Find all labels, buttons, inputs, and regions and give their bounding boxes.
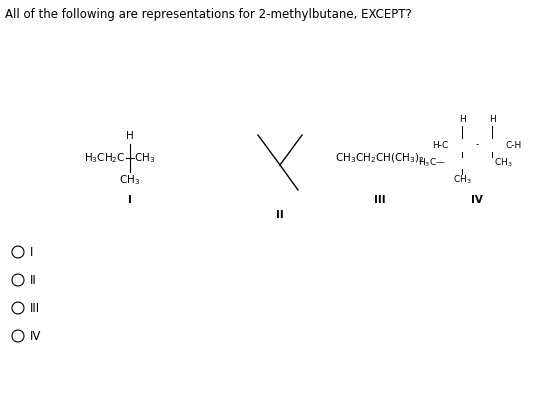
Text: IV: IV — [30, 329, 41, 343]
Text: I: I — [30, 246, 34, 259]
Text: $\mathregular{CH_3}$: $\mathregular{CH_3}$ — [494, 157, 513, 169]
Text: III: III — [374, 195, 386, 205]
Text: $\mathregular{CH_3CH_2CH(CH_3)_2}$: $\mathregular{CH_3CH_2CH(CH_3)_2}$ — [335, 151, 424, 165]
Text: H: H — [489, 116, 495, 125]
Text: H-C: H-C — [432, 141, 448, 149]
Text: IV: IV — [471, 195, 483, 205]
Text: $\mathregular{CH_3}$: $\mathregular{CH_3}$ — [453, 174, 472, 186]
Text: $\mathregular{CH_3}$: $\mathregular{CH_3}$ — [119, 173, 140, 187]
Text: -: - — [475, 141, 479, 149]
Text: III: III — [30, 301, 40, 314]
Text: All of the following are representations for 2-methylbutane, EXCEPT?: All of the following are representations… — [5, 8, 412, 21]
Text: $\mathregular{H_3CH_2C}$: $\mathregular{H_3CH_2C}$ — [85, 151, 126, 165]
Text: H: H — [459, 116, 466, 125]
Text: II: II — [30, 274, 37, 286]
Text: $\mathregular{H_3C}$—: $\mathregular{H_3C}$— — [418, 157, 446, 169]
Text: I: I — [128, 195, 132, 205]
Text: C-H: C-H — [506, 141, 522, 149]
Text: $\mathregular{CH_3}$: $\mathregular{CH_3}$ — [134, 151, 155, 165]
Text: II: II — [276, 210, 284, 220]
Text: H: H — [126, 131, 134, 141]
